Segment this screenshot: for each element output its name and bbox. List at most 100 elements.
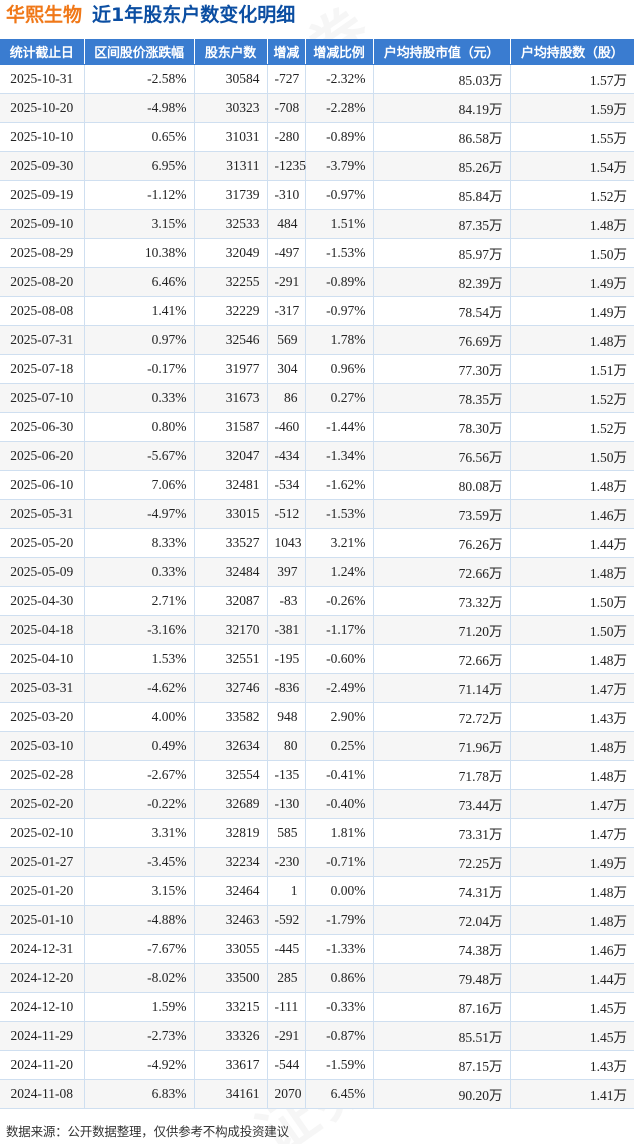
cell-market-value: 72.72万: [373, 702, 511, 732]
cell-delta: -534: [267, 470, 306, 500]
cell-date: 2025-08-08: [0, 296, 85, 326]
cell-delta-ratio: 1.24%: [305, 557, 374, 587]
cell-delta-ratio: -1.17%: [305, 615, 374, 645]
cell-price-change: -4.88%: [84, 905, 195, 935]
cell-avg-shares: 1.47万: [510, 818, 634, 848]
cell-holders: 32234: [194, 847, 268, 877]
column-header-delta: 增减: [267, 39, 306, 65]
cell-market-value: 78.35万: [373, 383, 511, 413]
cell-delta: -592: [267, 905, 306, 935]
cell-price-change: -4.62%: [84, 673, 195, 703]
cell-market-value: 86.58万: [373, 122, 511, 152]
cell-delta: 948: [267, 702, 306, 732]
cell-market-value: 85.03万: [373, 64, 511, 94]
cell-delta: 585: [267, 818, 306, 848]
cell-delta-ratio: -0.89%: [305, 122, 374, 152]
table-row: 2025-05-31 -4.97% 33015 -512 -1.53% 73.59万 1.4…: [0, 499, 634, 529]
table-row: 2025-02-10 3.31% 32819 585 1.81% 73.31万 1.47万: [0, 818, 634, 848]
cell-date: 2025-05-31: [0, 499, 85, 529]
cell-holders: 34161: [194, 1079, 268, 1109]
cell-holders: 31587: [194, 412, 268, 442]
cell-delta-ratio: 0.86%: [305, 963, 374, 993]
cell-avg-shares: 1.43万: [510, 702, 634, 732]
table-row: 2025-06-20 -5.67% 32047 -434 -1.34% 76.56万 1.5…: [0, 441, 634, 471]
column-header-holders: 股东户数: [194, 39, 268, 65]
cell-avg-shares: 1.51万: [510, 354, 634, 384]
cell-price-change: -0.22%: [84, 789, 195, 819]
cell-market-value: 80.08万: [373, 470, 511, 500]
table-row: 2025-02-20 -0.22% 32689 -130 -0.40% 73.44万 1.4…: [0, 789, 634, 819]
cell-date: 2025-10-20: [0, 93, 85, 123]
cell-holders: 31977: [194, 354, 268, 384]
cell-market-value: 85.51万: [373, 1021, 511, 1051]
cell-delta: -195: [267, 644, 306, 674]
cell-avg-shares: 1.48万: [510, 470, 634, 500]
cell-avg-shares: 1.45万: [510, 992, 634, 1022]
cell-holders: 31673: [194, 383, 268, 413]
cell-market-value: 74.38万: [373, 934, 511, 964]
cell-price-change: -7.67%: [84, 934, 195, 964]
cell-delta: -460: [267, 412, 306, 442]
cell-avg-shares: 1.48万: [510, 644, 634, 674]
table-row: 2024-11-08 6.83% 34161 2070 6.45% 90.20万 1.41万: [0, 1079, 634, 1109]
cell-delta-ratio: -0.87%: [305, 1021, 374, 1051]
table-row: 2025-04-30 2.71% 32087 -83 -0.26% 73.32万 1.50万: [0, 586, 634, 616]
table-row: 2025-07-10 0.33% 31673 86 0.27% 78.35万 1.52万: [0, 383, 634, 413]
cell-market-value: 84.19万: [373, 93, 511, 123]
cell-price-change: 3.31%: [84, 818, 195, 848]
cell-avg-shares: 1.48万: [510, 731, 634, 761]
cell-holders: 32746: [194, 673, 268, 703]
cell-date: 2025-04-10: [0, 644, 85, 674]
cell-delta: -381: [267, 615, 306, 645]
cell-delta-ratio: 2.90%: [305, 702, 374, 732]
cell-price-change: -2.67%: [84, 760, 195, 790]
cell-avg-shares: 1.45万: [510, 1021, 634, 1051]
cell-market-value: 74.31万: [373, 876, 511, 906]
cell-date: 2025-07-10: [0, 383, 85, 413]
cell-date: 2025-09-10: [0, 209, 85, 239]
cell-market-value: 71.20万: [373, 615, 511, 645]
cell-date: 2025-04-18: [0, 615, 85, 645]
cell-market-value: 72.04万: [373, 905, 511, 935]
data-source-note: 数据来源：公开数据整理，仅供参考不构成投资建议: [6, 1124, 289, 1139]
cell-holders: 32047: [194, 441, 268, 471]
cell-delta: 397: [267, 557, 306, 587]
table-row: 2024-12-31 -7.67% 33055 -445 -1.33% 74.38万 1.4…: [0, 934, 634, 964]
cell-market-value: 79.48万: [373, 963, 511, 993]
cell-holders: 32533: [194, 209, 268, 239]
cell-market-value: 71.14万: [373, 673, 511, 703]
cell-delta: -83: [267, 586, 306, 616]
cell-avg-shares: 1.44万: [510, 963, 634, 993]
cell-market-value: 77.30万: [373, 354, 511, 384]
cell-market-value: 85.97万: [373, 238, 511, 268]
table-row: 2025-05-20 8.33% 33527 1043 3.21% 76.26万 1.44万: [0, 528, 634, 558]
cell-holders: 32819: [194, 818, 268, 848]
cell-holders: 33015: [194, 499, 268, 529]
cell-holders: 33326: [194, 1021, 268, 1051]
table-row: 2025-04-18 -3.16% 32170 -381 -1.17% 71.20万 1.5…: [0, 615, 634, 645]
cell-date: 2024-11-20: [0, 1050, 85, 1080]
cell-price-change: -5.67%: [84, 441, 195, 471]
cell-delta: -1235: [267, 151, 306, 181]
cell-price-change: 2.71%: [84, 586, 195, 616]
cell-avg-shares: 1.48万: [510, 760, 634, 790]
cell-price-change: -2.73%: [84, 1021, 195, 1051]
cell-price-change: 0.49%: [84, 731, 195, 761]
cell-holders: 32049: [194, 238, 268, 268]
cell-avg-shares: 1.49万: [510, 847, 634, 877]
cell-market-value: 76.69万: [373, 325, 511, 355]
cell-delta: 1043: [267, 528, 306, 558]
cell-market-value: 71.78万: [373, 760, 511, 790]
table-row: 2025-09-30 6.95% 31311 -1235 -3.79% 85.26万 1.5…: [0, 151, 634, 181]
cell-market-value: 72.66万: [373, 644, 511, 674]
cell-market-value: 73.44万: [373, 789, 511, 819]
cell-delta: 304: [267, 354, 306, 384]
cell-date: 2025-08-29: [0, 238, 85, 268]
cell-date: 2025-06-20: [0, 441, 85, 471]
cell-date: 2025-06-30: [0, 412, 85, 442]
table-row: 2024-12-20 -8.02% 33500 285 0.86% 79.48万 1.44万: [0, 963, 634, 993]
cell-avg-shares: 1.52万: [510, 180, 634, 210]
cell-delta: 484: [267, 209, 306, 239]
cell-delta-ratio: -1.53%: [305, 499, 374, 529]
